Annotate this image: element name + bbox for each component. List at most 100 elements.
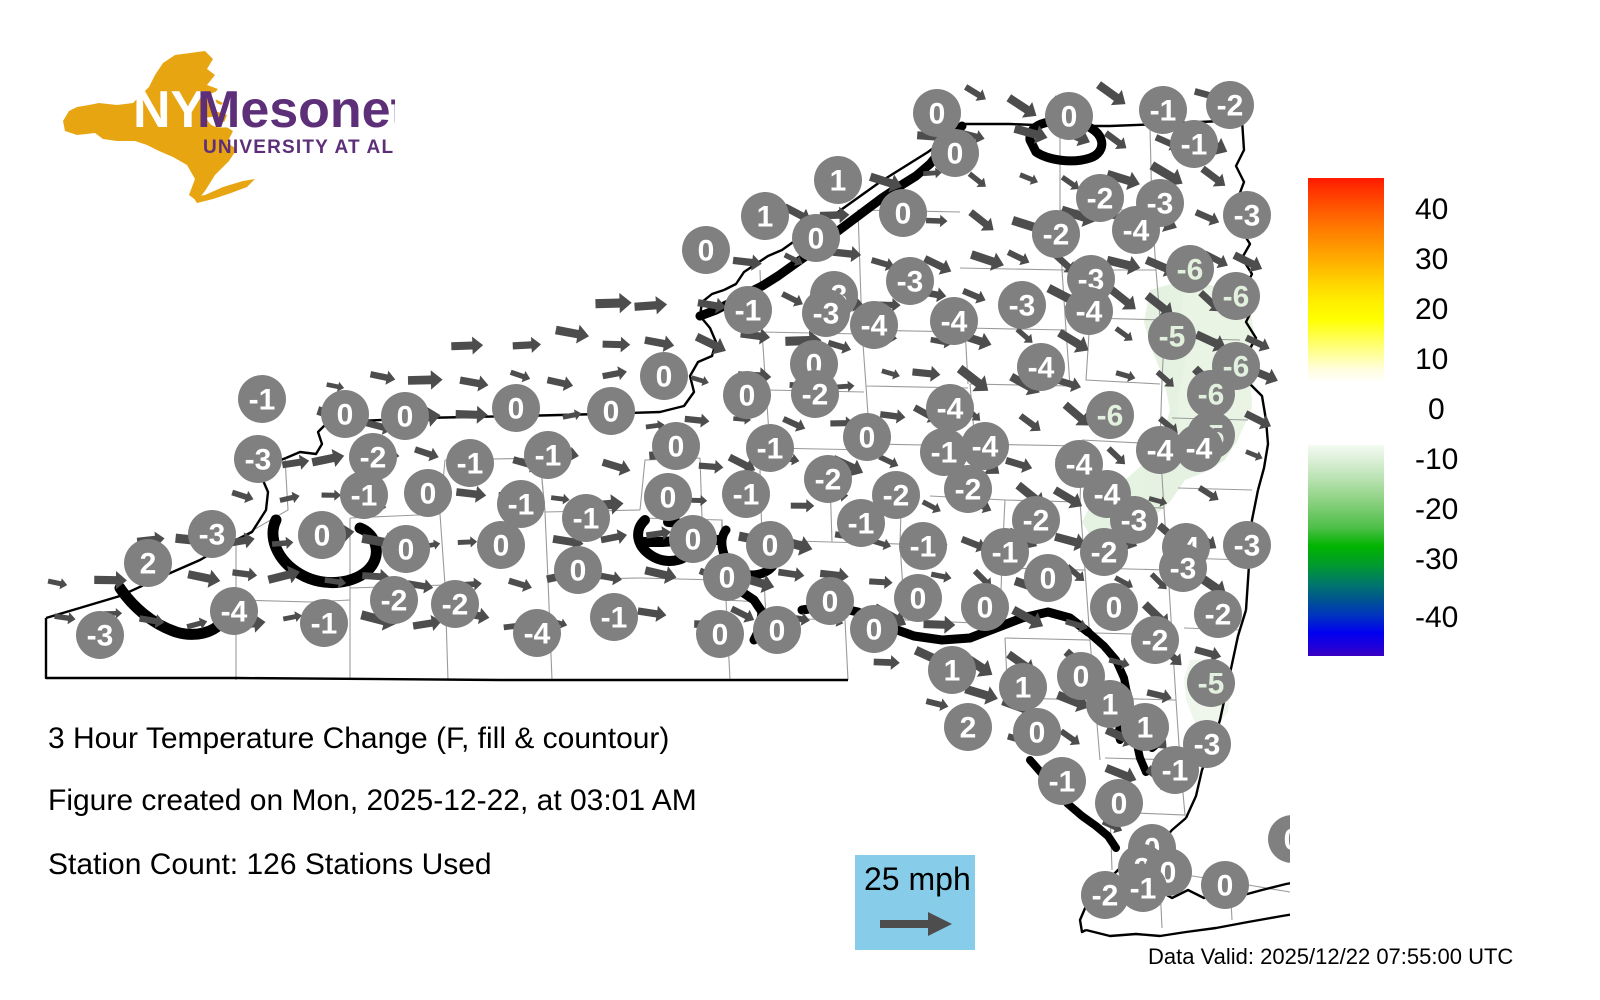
station-marker[interactable]: -4 [210, 587, 258, 635]
station-marker[interactable]: 2 [944, 703, 992, 751]
station-marker[interactable]: 0 [792, 214, 840, 262]
station-marker[interactable]: -4 [961, 422, 1009, 470]
station-marker[interactable]: -2 [1076, 174, 1124, 222]
station-marker[interactable]: 0 [1013, 708, 1061, 756]
station-marker[interactable]: 0 [640, 352, 688, 400]
station-marker[interactable]: 0 [1095, 779, 1143, 827]
station-markers[interactable]: 00-1-20-11-2-310-3-2-400-3-6-3-6-3-3-4-1… [76, 81, 1290, 919]
station-marker[interactable]: 0 [1024, 554, 1072, 602]
station-marker[interactable]: -4 [1175, 424, 1223, 472]
station-marker[interactable]: 0 [587, 387, 635, 435]
station-marker[interactable]: -3 [1183, 720, 1231, 768]
station-marker[interactable]: 1 [1121, 703, 1169, 751]
station-marker[interactable]: 1 [741, 192, 789, 240]
station-marker[interactable]: 0 [961, 583, 1009, 631]
station-marker[interactable]: -5 [1187, 659, 1235, 707]
station-marker[interactable]: -1 [1139, 86, 1187, 134]
station-marker[interactable]: -1 [1038, 757, 1086, 805]
station-marker[interactable]: 1 [999, 663, 1047, 711]
station-marker[interactable]: -2 [1080, 528, 1128, 576]
station-marker[interactable]: 0 [703, 553, 751, 601]
station-marker[interactable]: 0 [404, 469, 452, 517]
station-marker[interactable]: -2 [1131, 616, 1179, 664]
station-marker[interactable]: 0 [682, 226, 730, 274]
station-marker[interactable]: -6 [1212, 272, 1260, 320]
station-marker[interactable]: -1 [1119, 864, 1167, 912]
station-marker[interactable]: -1 [446, 439, 494, 487]
station-marker[interactable]: -2 [944, 465, 992, 513]
station-marker[interactable]: -6 [1086, 391, 1134, 439]
station-marker[interactable]: 0 [321, 390, 369, 438]
station-marker[interactable]: 0 [477, 521, 525, 569]
station-marker[interactable]: 0 [894, 574, 942, 622]
station-marker[interactable]: 0 [1268, 815, 1290, 863]
station-marker[interactable]: 0 [644, 473, 692, 521]
station-marker[interactable]: -1 [300, 599, 348, 647]
station-marker[interactable]: -1 [722, 470, 770, 518]
station-marker[interactable]: 0 [879, 189, 927, 237]
station-marker[interactable]: -2 [349, 433, 397, 481]
station-marker[interactable]: -3 [802, 289, 850, 337]
station-marker[interactable]: -6 [1166, 245, 1214, 293]
station-marker[interactable]: -2 [804, 455, 852, 503]
station-marker[interactable]: 0 [931, 129, 979, 177]
station-marker[interactable]: -1 [562, 494, 610, 542]
station-marker[interactable]: -4 [930, 297, 978, 345]
station-marker[interactable]: -2 [1012, 496, 1060, 544]
station-marker[interactable]: -3 [1223, 191, 1271, 239]
station-marker[interactable]: -1 [837, 499, 885, 547]
station-marker[interactable]: 0 [652, 422, 700, 470]
station-marker[interactable]: -1 [524, 431, 572, 479]
station-marker[interactable]: -3 [188, 510, 236, 558]
station-marker[interactable]: -4 [850, 301, 898, 349]
station-marker[interactable]: 0 [753, 606, 801, 654]
station-marker[interactable]: -4 [513, 609, 561, 657]
station-marker[interactable]: -2 [1081, 871, 1129, 919]
station-marker[interactable]: -1 [899, 522, 947, 570]
station-marker[interactable]: 0 [381, 392, 429, 440]
station-marker[interactable]: -3 [76, 611, 124, 659]
station-marker[interactable]: -2 [791, 370, 839, 418]
station-marker[interactable]: -1 [1151, 746, 1199, 794]
station-marker[interactable]: -1 [724, 286, 772, 334]
temperature-change-map[interactable]: 00-1-20-11-2-310-3-2-400-3-6-3-6-3-3-4-1… [0, 40, 1290, 940]
station-marker[interactable]: -4 [1055, 440, 1103, 488]
station-marker[interactable]: -1 [746, 424, 794, 472]
station-marker[interactable]: 0 [554, 546, 602, 594]
station-marker[interactable]: -2 [1194, 590, 1242, 638]
station-marker[interactable]: -4 [1017, 343, 1065, 391]
station-marker[interactable]: -6 [1187, 370, 1235, 418]
station-marker[interactable]: 0 [382, 525, 430, 573]
station-marker[interactable]: -1 [340, 471, 388, 519]
station-marker[interactable]: 0 [1045, 92, 1093, 140]
station-marker[interactable]: -2 [1032, 210, 1080, 258]
station-marker[interactable]: 2 [124, 539, 172, 587]
station-marker[interactable]: 0 [843, 413, 891, 461]
station-marker[interactable]: -5 [1148, 312, 1196, 360]
station-marker[interactable]: -3 [998, 281, 1046, 329]
station-marker[interactable]: -3 [1159, 544, 1207, 592]
station-marker[interactable]: -2 [872, 471, 920, 519]
station-marker[interactable]: -4 [1112, 206, 1160, 254]
station-marker[interactable]: -3 [886, 257, 934, 305]
station-marker[interactable]: -2 [370, 576, 418, 624]
station-marker[interactable]: -1 [1170, 120, 1218, 168]
station-marker[interactable]: -3 [1110, 496, 1158, 544]
station-marker[interactable]: -4 [1136, 426, 1184, 474]
station-marker[interactable]: 0 [669, 515, 717, 563]
station-marker[interactable]: 0 [298, 511, 346, 559]
station-marker[interactable]: 0 [723, 371, 771, 419]
station-marker[interactable]: 0 [1201, 861, 1249, 909]
station-marker[interactable]: -4 [926, 384, 974, 432]
station-marker[interactable]: -1 [981, 528, 1029, 576]
station-marker[interactable]: -3 [234, 435, 282, 483]
station-marker[interactable]: 0 [1090, 583, 1138, 631]
station-marker[interactable]: 0 [746, 521, 794, 569]
station-marker[interactable]: -1 [238, 375, 286, 423]
station-marker[interactable]: 0 [696, 610, 744, 658]
station-marker[interactable]: 0 [492, 384, 540, 432]
station-marker[interactable]: 1 [814, 156, 862, 204]
station-marker[interactable]: 1 [1086, 680, 1134, 728]
station-marker[interactable]: -1 [590, 593, 638, 641]
station-marker[interactable]: 0 [806, 577, 854, 625]
